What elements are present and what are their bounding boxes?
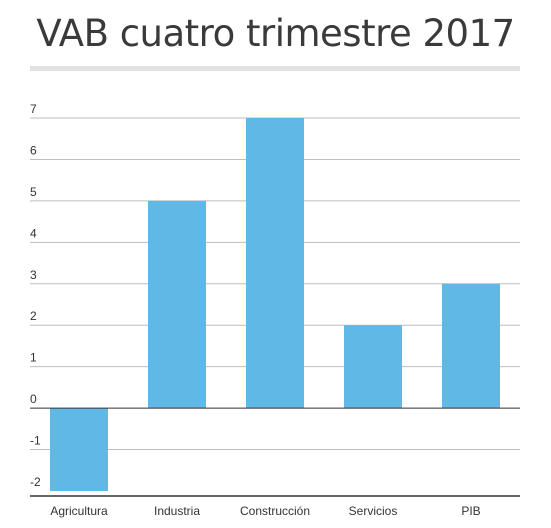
y-tick-label: 1 (30, 351, 37, 365)
y-tick-label: 7 (30, 102, 37, 116)
title-divider (30, 66, 520, 71)
x-tick-label: Servicios (349, 504, 398, 518)
y-tick-label: -1 (30, 434, 41, 448)
y-tick-label: 6 (30, 143, 37, 157)
bar (246, 118, 304, 409)
x-tick-label: Agricultura (50, 504, 108, 518)
bar (344, 325, 402, 409)
y-tick-label: -2 (30, 475, 41, 489)
chart-title: VAB cuatro trimestre 2017 (36, 12, 515, 55)
x-tick-label: Construcción (240, 504, 310, 518)
bar (148, 200, 206, 409)
bar (50, 408, 108, 491)
bar (442, 283, 500, 409)
y-tick-label: 3 (30, 268, 37, 282)
y-tick-label: 0 (30, 392, 37, 406)
y-tick-label: 2 (30, 309, 37, 323)
y-tick-label: 5 (30, 185, 37, 199)
x-tick-label: Industria (154, 504, 200, 518)
x-tick-label: PIB (461, 504, 480, 518)
y-tick-label: 4 (30, 226, 37, 240)
